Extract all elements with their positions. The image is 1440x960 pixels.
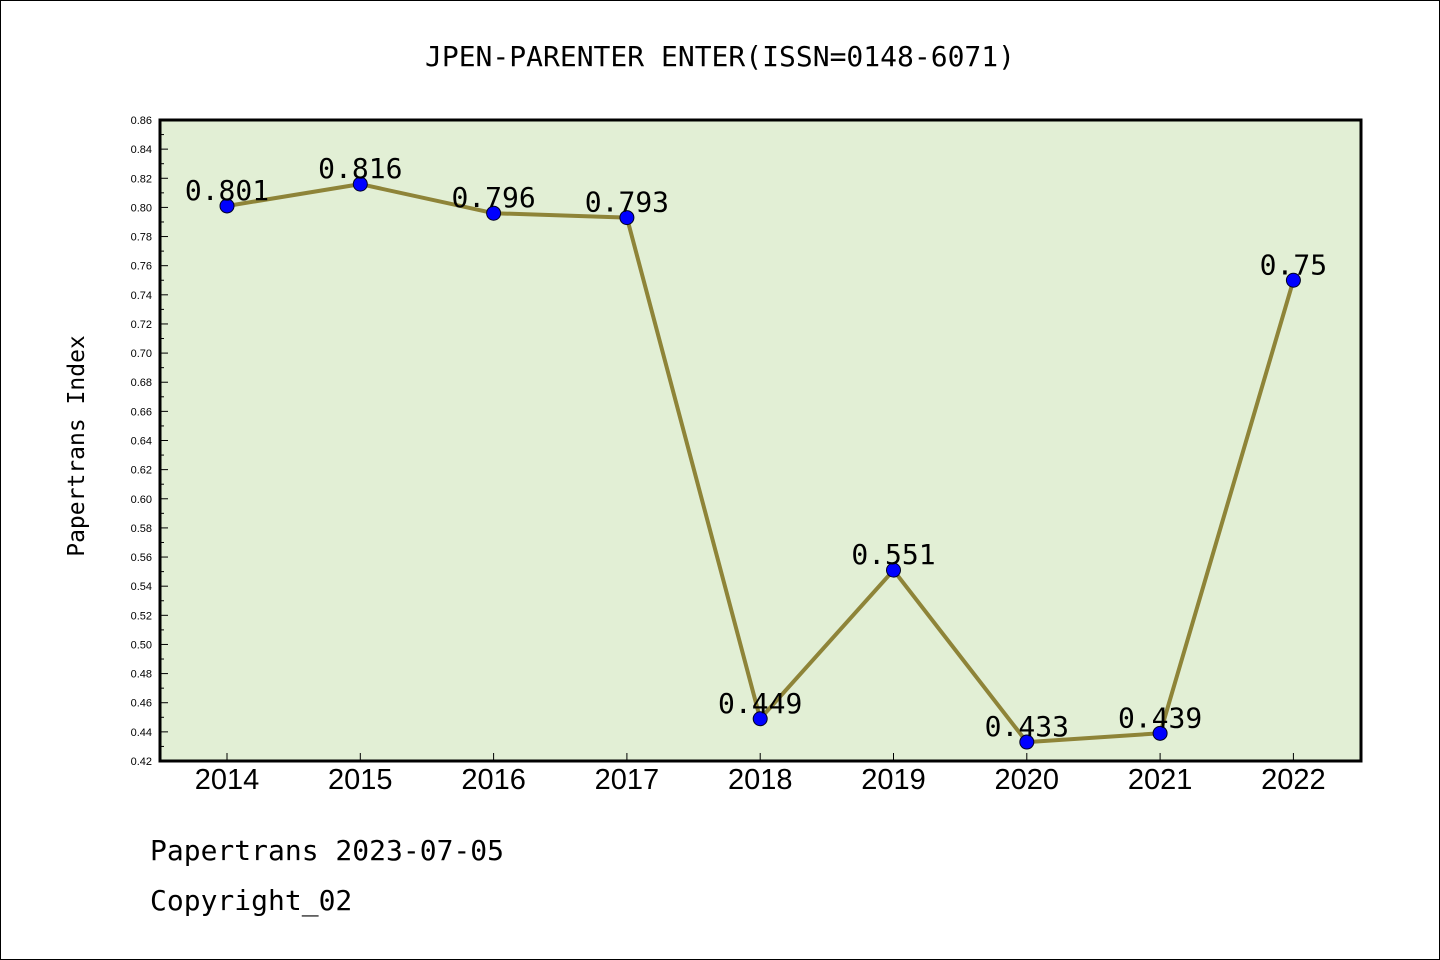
y-tick-label: 0.52	[131, 610, 152, 622]
data-point	[486, 205, 502, 221]
data-point	[1019, 734, 1035, 750]
data-point	[1285, 272, 1301, 288]
y-axis-label: Papertrans Index	[64, 335, 90, 557]
y-tick-label: 0.66	[131, 406, 152, 418]
data-labels: 0.801 0.816 0.796 0.793 0.449 0.551 0.433 0.439…	[185, 152, 1327, 743]
x-tick-label: 2018	[728, 764, 793, 796]
data-label: 0.433	[985, 710, 1069, 743]
y-tick-label: 0.82	[131, 173, 152, 185]
data-label: 0.816	[318, 152, 402, 185]
x-tick-label: 2019	[861, 764, 926, 796]
data-point	[752, 711, 768, 727]
y-tick-label: 0.64	[131, 436, 152, 448]
footer-copyright: Copyright_02	[150, 884, 353, 917]
y-tick-label: 0.42	[131, 756, 152, 768]
data-point	[619, 210, 635, 226]
x-tick-label: 2020	[995, 764, 1060, 796]
y-tick-label: 0.80	[131, 202, 152, 214]
y-tick-label: 0.68	[131, 377, 152, 389]
y-tick-label: 0.86	[131, 115, 152, 127]
data-label: 0.796	[451, 181, 535, 214]
x-tick-label: 2016	[461, 764, 526, 796]
footer-date: Papertrans 2023-07-05	[150, 834, 505, 867]
y-tick-label: 0.84	[131, 144, 152, 156]
y-tick-label: 0.60	[131, 494, 152, 506]
y-tick-label: 0.50	[131, 639, 152, 651]
plot-border	[158, 118, 1363, 763]
y-tick-label: 0.54	[131, 581, 152, 593]
data-label: 0.439	[1118, 701, 1202, 734]
y-tick-label: 0.58	[131, 523, 152, 535]
data-point	[352, 176, 368, 192]
chart-title: JPEN-PARENTER ENTER(ISSN=0148-6071)	[425, 40, 1015, 73]
y-tick-label: 0.44	[131, 727, 152, 739]
y-axis-ticks: 0.42 0.44 0.46 0.48 0.50 0.52 0.54 0.56 0.58 0.60…	[131, 115, 168, 768]
x-tick-label: 2021	[1128, 764, 1193, 796]
data-point	[219, 198, 235, 214]
plot-area	[160, 120, 1361, 761]
data-label: 0.793	[585, 186, 669, 219]
data-label: 0.801	[185, 174, 269, 207]
x-tick-label: 2014	[195, 764, 260, 796]
y-tick-label: 0.76	[131, 261, 152, 273]
x-tick-label: 2022	[1261, 764, 1326, 796]
y-tick-label: 0.46	[131, 698, 152, 710]
x-axis-ticks: 2014 2015 2016 2017 2018 2019 2020 2021 2022	[195, 753, 1326, 796]
data-point	[886, 562, 901, 578]
y-tick-label: 0.62	[131, 465, 152, 477]
x-tick-label: 2017	[595, 764, 660, 796]
y-tick-label: 0.78	[131, 232, 152, 244]
data-label: 0.449	[718, 687, 802, 720]
x-tick-label: 2015	[328, 764, 393, 796]
y-tick-label: 0.74	[131, 290, 152, 302]
data-point	[1152, 725, 1168, 741]
data-points	[219, 176, 1301, 750]
y-tick-label: 0.56	[131, 552, 152, 564]
y-tick-label: 0.48	[131, 669, 152, 681]
data-label: 0.75	[1260, 248, 1327, 281]
y-tick-label: 0.70	[131, 348, 152, 360]
y-tick-label: 0.72	[131, 319, 152, 331]
data-label: 0.551	[851, 538, 935, 571]
